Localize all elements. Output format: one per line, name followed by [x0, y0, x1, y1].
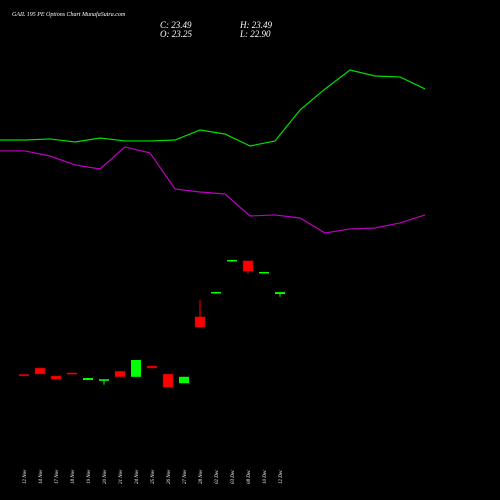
candle-body [83, 378, 93, 380]
candle-body [18, 374, 30, 377]
candle-body [194, 316, 206, 328]
x-tick-label: 17 Nov [55, 469, 60, 484]
x-tick-label: 14 Nov [39, 469, 44, 484]
candle-body [146, 365, 158, 369]
x-tick-label: 25 Nov [151, 469, 156, 484]
candle-body [50, 375, 62, 380]
close-label: C: 23.49 [160, 20, 192, 30]
x-tick-label: 02 Dec [215, 469, 220, 484]
x-tick-label: 12 Dec [279, 469, 284, 484]
candle-body [259, 272, 269, 274]
candle-body [99, 379, 109, 381]
x-tick-label: 03 Dec [231, 469, 236, 484]
chart-title: GAIL 195 PE Options Chart MunafaSutra.co… [12, 11, 126, 18]
x-tick-label: 19 Nov [87, 469, 92, 484]
high-label: H: 23.49 [239, 20, 272, 30]
x-tick-label: 21 Nov [119, 469, 124, 484]
x-tick-label: 08 Dec [247, 469, 252, 484]
x-tick-label: 12 Nov [23, 469, 28, 484]
candle-body [275, 292, 285, 294]
indicator-line [0, 146, 426, 234]
low-label: L: 22.90 [239, 29, 271, 39]
x-tick-label: 10 Dec [263, 469, 268, 484]
x-tick-label: 28 Nov [199, 469, 204, 484]
x-tick-label: 18 Nov [71, 469, 76, 484]
x-tick-label: 24 Nov [135, 469, 140, 484]
x-tick-label: 26 Nov [167, 469, 172, 484]
candle-body [34, 367, 46, 375]
candle-body [131, 360, 141, 377]
candle-body [242, 260, 254, 272]
candle-body [114, 370, 126, 378]
candle-body [66, 372, 78, 375]
candle-body [227, 260, 237, 262]
x-tick-label: 20 Nov [103, 469, 108, 484]
candle-body [179, 376, 189, 384]
candle-body [162, 373, 174, 388]
candle-body [211, 292, 221, 294]
indicator-line [0, 69, 426, 147]
x-tick-label: 27 Nov [183, 469, 188, 484]
open-label: O: 23.25 [160, 29, 192, 39]
